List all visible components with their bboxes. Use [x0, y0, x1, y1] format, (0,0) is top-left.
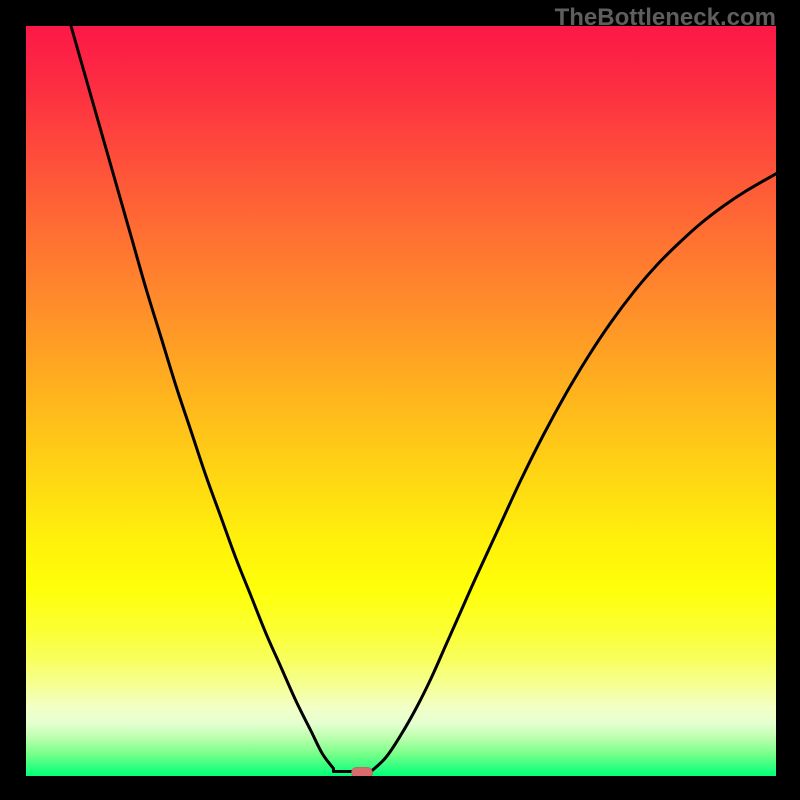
- watermark-text: TheBottleneck.com: [555, 4, 776, 32]
- chart-background: [26, 26, 776, 776]
- optimal-point-marker: [352, 767, 373, 778]
- bottleneck-chart: [0, 0, 800, 800]
